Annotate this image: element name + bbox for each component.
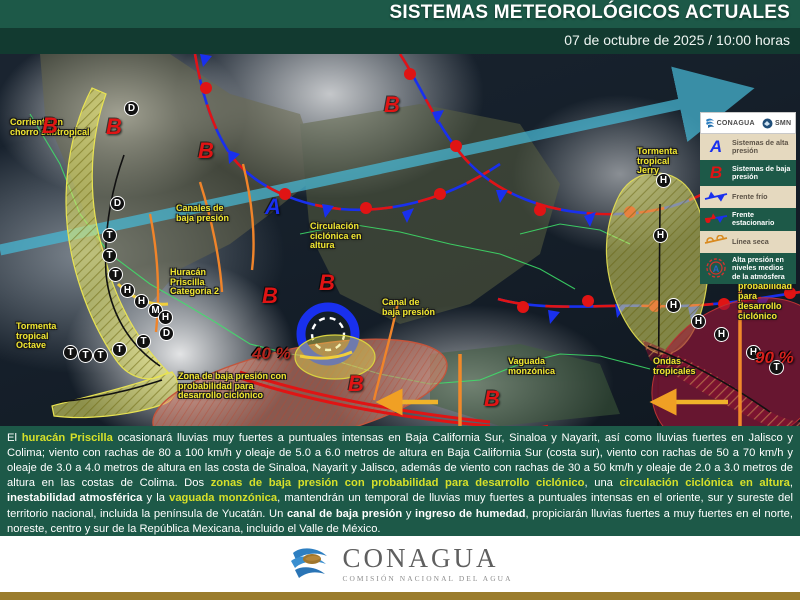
track-marker-priscilla-T2: T xyxy=(102,248,117,263)
track-marker-zone90-H4: H xyxy=(746,345,761,360)
conagua-mini-logo: CONAGUA xyxy=(705,117,755,129)
legend-label-high-pressure: Sistemas de alta presión xyxy=(732,137,789,155)
pressure-marker-B-6: B xyxy=(319,270,335,295)
track-marker-priscilla-T1: T xyxy=(102,228,117,243)
track-marker-octave-T2: T xyxy=(78,348,93,363)
probability-90-label: 90 % xyxy=(755,348,794,367)
cold-front-icon xyxy=(703,191,729,204)
track-marker-zone90-T: T xyxy=(769,360,784,375)
legend-item-mid-level-high[interactable]: A Alta presión en niveles medios de la a… xyxy=(700,252,796,285)
stationary-front-nw xyxy=(193,54,501,223)
footer-logo-text: CONAGUA COMISIÓN NACIONAL DEL AGUA xyxy=(342,543,513,584)
low-pressure-zone-90-area xyxy=(651,297,800,426)
track-marker-jerry-H2: H xyxy=(653,228,668,243)
mid-level-high-pressure-icon: A xyxy=(703,257,729,281)
pressure-marker-A-1: A xyxy=(265,194,281,219)
header-title-band: SISTEMAS METEOROLÓGICOS ACTUALES xyxy=(0,0,800,28)
track-marker-octave-D: D xyxy=(159,326,174,341)
tropical-wave-arrows xyxy=(458,290,742,426)
legend-label-cold-front: Frente frío xyxy=(732,191,768,201)
description-segment-10: , mantendrán un temporal de lluvias muy … xyxy=(7,492,793,520)
smn-mini-label: SMN xyxy=(774,119,792,127)
description-segment-5: circulación ciclónica en altura xyxy=(619,477,790,490)
track-marker-zone90-H3: H xyxy=(714,327,729,342)
track-marker-zone90-H2: H xyxy=(691,314,706,329)
legend-item-dry-line[interactable]: Línea seca xyxy=(700,230,796,253)
pressure-marker-B-1: B xyxy=(42,113,58,138)
legend-item-cold-front[interactable]: Frente frío xyxy=(700,186,796,208)
forecast-description: El huracán Priscilla ocasionará lluvias … xyxy=(0,426,800,536)
footer-gold-bar xyxy=(0,592,800,600)
pressure-marker-B-7: B xyxy=(348,371,364,396)
description-segment-0: El xyxy=(7,432,22,444)
track-marker-priscilla-H3: H xyxy=(158,310,173,325)
smn-mini-logo: SMN xyxy=(762,118,791,129)
hurricane-priscilla-cone xyxy=(65,87,169,380)
upper-cyclonic-circulation-symbol xyxy=(294,302,376,380)
track-marker-priscilla-D2: D xyxy=(110,196,125,211)
description-segment-7: inestabilidad atmosférica xyxy=(7,492,143,505)
svg-text:A: A xyxy=(713,264,720,274)
tropical-storm-octave-cone xyxy=(51,371,179,419)
legend-panel[interactable]: CONAGUA SMN A Sistemas de alta presión B… xyxy=(700,112,796,285)
description-segment-4: , una xyxy=(584,477,620,490)
description-segment-12: y xyxy=(402,507,416,520)
legend-label-stationary-front: Frente estacionario xyxy=(732,210,775,228)
header-date: 07 de octubre de 2025 / 10:00 horas xyxy=(564,32,790,48)
track-marker-octave-T1: T xyxy=(63,345,78,360)
pressure-marker-B-5: B xyxy=(262,283,278,308)
legend-label-mid-level-high: Alta presión en niveles medios de la atm… xyxy=(732,254,785,281)
stationary-front-icon xyxy=(703,212,729,226)
description-segment-11: canal de baja presión xyxy=(286,507,403,520)
header-date-band: 07 de octubre de 2025 / 10:00 horas xyxy=(0,28,800,54)
dry-line-icon xyxy=(703,235,729,248)
description-segment-6: , xyxy=(789,477,793,490)
track-marker-priscilla-D1: D xyxy=(124,101,139,116)
description-segment-1: huracán Priscilla xyxy=(21,432,113,444)
track-marker-priscilla-H2: H xyxy=(134,294,149,309)
description-segment-13: ingreso de humedad xyxy=(415,507,526,520)
low-pressure-B-icon: B xyxy=(709,163,723,182)
satellite-weather-map[interactable]: Corriente en chorro subtropical Canales d… xyxy=(0,54,800,426)
pressure-marker-B-8: B xyxy=(484,386,500,411)
legend-item-low-pressure[interactable]: B Sistemas de baja presión xyxy=(700,160,796,186)
description-segment-8: y la xyxy=(142,492,170,505)
footer-logo-area: CONAGUA COMISIÓN NACIONAL DEL AGUA xyxy=(0,536,800,592)
conagua-logo-icon xyxy=(291,548,328,578)
track-marker-octave-T5: T xyxy=(136,334,151,349)
legend-item-high-pressure[interactable]: A Sistemas de alta presión xyxy=(700,134,796,160)
description-segment-14: , propiciarán lluvias fuertes a muy fuer… xyxy=(7,507,793,535)
smn-emblem-icon xyxy=(762,118,773,128)
track-marker-octave-T4: T xyxy=(112,342,127,357)
description-segment-3: zonas de baja presión con probabilidad p… xyxy=(210,477,585,490)
legend-item-stationary-front[interactable]: Frente estacionario xyxy=(700,208,796,231)
track-marker-jerry-H1: H xyxy=(656,173,671,188)
probability-40-label: 40 % xyxy=(252,344,291,363)
footer-logo-subtitle: COMISIÓN NACIONAL DEL AGUA xyxy=(342,574,513,583)
description-segment-2: ocasionará lluvias muy fuertes a puntual… xyxy=(7,432,793,490)
subtropical-jet-stream xyxy=(0,66,755,256)
high-pressure-A-icon: A xyxy=(709,137,723,156)
conagua-mini-label: CONAGUA xyxy=(716,119,755,127)
track-marker-octave-T3: T xyxy=(93,348,108,363)
track-marker-priscilla-T3: T xyxy=(108,267,123,282)
legend-label-low-pressure: Sistemas de baja presión xyxy=(732,163,791,181)
pressure-marker-B-4: B xyxy=(384,92,400,117)
conagua-emblem-icon xyxy=(705,118,714,128)
description-segment-9: vaguada monzónica xyxy=(169,492,278,505)
monsoon-trough-line-west xyxy=(239,370,491,426)
track-marker-zone90-H1: H xyxy=(666,298,681,313)
footer-logo-name: CONAGUA xyxy=(342,543,499,573)
map-overlay-graphics xyxy=(0,54,800,426)
legend-label-dry-line: Línea seca xyxy=(732,236,769,246)
track-marker-priscilla-H1: H xyxy=(120,283,135,298)
page-title: SISTEMAS METEOROLÓGICOS ACTUALES xyxy=(389,2,790,23)
pressure-marker-B-2: B xyxy=(106,114,122,139)
legend-logo-bar: CONAGUA SMN xyxy=(700,112,796,134)
pressure-marker-B-3: B xyxy=(198,138,214,163)
